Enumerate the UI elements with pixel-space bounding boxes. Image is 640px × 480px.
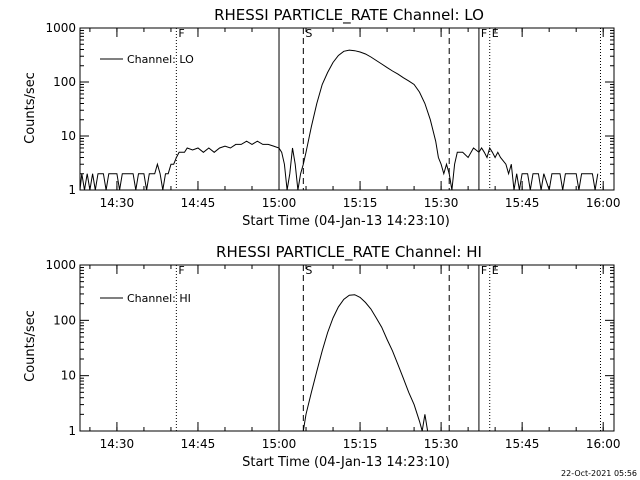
lo-legend-label: Channel: LO bbox=[127, 53, 194, 66]
y-tick-label: 1 bbox=[68, 183, 76, 197]
event-marker-label: F bbox=[481, 264, 487, 277]
x-tick-label: 15:15 bbox=[343, 437, 378, 451]
lo-y-axis: 1 10 100 1000 bbox=[45, 21, 614, 197]
x-tick-label: 15:00 bbox=[262, 437, 297, 451]
event-marker-label: E bbox=[492, 27, 499, 40]
event-marker-label: F bbox=[481, 27, 487, 40]
hi-y-axis: 1 10 100 1000 bbox=[45, 258, 614, 438]
event-marker-label: F bbox=[178, 264, 184, 277]
lo-x-axis: 14:30 14:45 15:00 15:15 15:30 15:45 16:00 bbox=[89, 28, 621, 210]
hi-x-axis-label: Start Time (04-Jan-13 14:23:10) bbox=[242, 455, 450, 470]
lo-y-axis-label: Counts/sec bbox=[23, 72, 38, 144]
event-marker-label: F bbox=[178, 27, 184, 40]
hi-chart-title: RHESSI PARTICLE_RATE Channel: HI bbox=[216, 243, 482, 262]
x-tick-label: 16:00 bbox=[586, 196, 621, 210]
lo-plot-frame bbox=[79, 27, 615, 191]
lo-chart-title: RHESSI PARTICLE_RATE Channel: LO bbox=[214, 6, 484, 25]
y-tick-label: 100 bbox=[53, 75, 76, 89]
y-tick-label: 1000 bbox=[45, 258, 76, 272]
hi-y-axis-label: Counts/sec bbox=[23, 310, 38, 382]
y-tick-label: 10 bbox=[61, 129, 76, 143]
y-tick-label: 100 bbox=[53, 313, 76, 327]
x-tick-label: 15:45 bbox=[505, 196, 540, 210]
x-tick-label: 15:30 bbox=[424, 196, 459, 210]
event-marker-label: S bbox=[305, 27, 312, 40]
hi-channel-panel: RHESSI PARTICLE_RATE Channel: HI Start T… bbox=[23, 243, 620, 470]
x-tick-label: 15:15 bbox=[343, 196, 378, 210]
x-tick-label: 14:30 bbox=[100, 437, 135, 451]
lo-channel-panel: RHESSI PARTICLE_RATE Channel: LO Start T… bbox=[23, 6, 620, 229]
lo-series bbox=[79, 49, 599, 191]
event-marker-label: E bbox=[492, 264, 499, 277]
x-tick-label: 15:00 bbox=[262, 196, 297, 210]
hi-count-rate-line bbox=[302, 294, 429, 432]
x-tick-label: 14:45 bbox=[181, 196, 216, 210]
lo-x-axis-label: Start Time (04-Jan-13 14:23:10) bbox=[242, 214, 450, 229]
lo-count-rate-line bbox=[79, 49, 599, 191]
y-tick-label: 1000 bbox=[45, 21, 76, 35]
x-tick-label: 15:30 bbox=[424, 437, 459, 451]
y-tick-label: 1 bbox=[68, 424, 76, 438]
hi-x-axis: 14:30 14:45 15:00 15:15 15:30 15:45 16:00 bbox=[89, 265, 621, 451]
hi-series bbox=[302, 294, 429, 432]
x-tick-label: 14:30 bbox=[100, 196, 135, 210]
hi-legend-label: Channel: HI bbox=[127, 292, 191, 305]
x-tick-label: 15:45 bbox=[505, 437, 540, 451]
y-tick-label: 10 bbox=[61, 369, 76, 383]
hi-plot-frame bbox=[79, 264, 615, 432]
x-tick-label: 14:45 bbox=[181, 437, 216, 451]
x-tick-label: 16:00 bbox=[586, 437, 621, 451]
footer-timestamp: 22-Oct-2021 05:56 bbox=[561, 469, 637, 478]
event-marker-label: S bbox=[305, 264, 312, 277]
